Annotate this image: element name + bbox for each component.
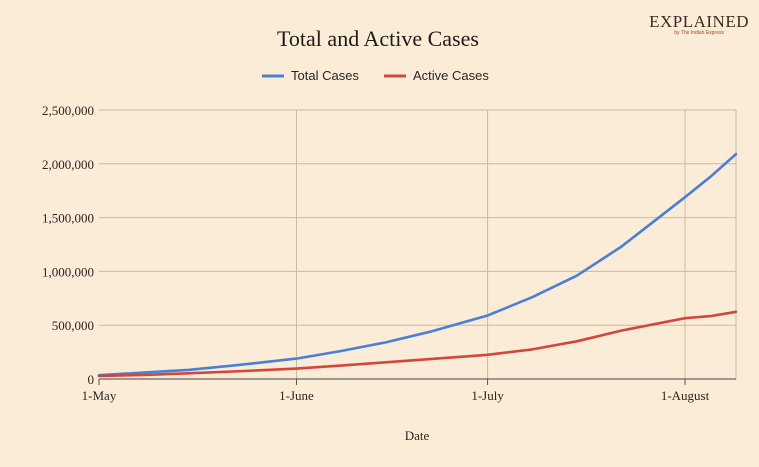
y-tick-label: 2,500,000 [42,103,94,118]
x-axis-label: Date [405,428,430,443]
series-line-total-cases [97,152,738,377]
logo-tagline: by The Indian Express [674,30,724,36]
legend-active-label: Active Cases [413,68,489,83]
series [97,152,738,378]
x-axis-ticks: 1-May 1-June 1-July 1-August [82,379,710,403]
x-tick-label: 1-May [82,388,117,403]
gridlines [99,109,737,379]
x-tick-label: 1-July [471,388,504,403]
x-tick-label: 1-June [279,388,314,403]
chart-title: Total and Active Cases [277,26,479,51]
legend-total-label: Total Cases [291,68,359,83]
y-tick-label: 500,000 [52,318,94,333]
y-tick-label: 2,000,000 [42,157,94,172]
series-line-active-cases [97,310,738,378]
y-axis-ticks: 0 500,000 1,000,000 1,500,000 2,000,000 2,500… [42,103,94,387]
logo-text: EXPLAINED [649,12,749,31]
brand-logo: EXPLAINED by The Indian Express [649,12,749,36]
x-tick-label: 1-August [661,388,710,403]
legend: Total Cases Active Cases [262,68,489,83]
y-tick-label: 0 [88,372,95,387]
y-tick-label: 1,500,000 [42,211,94,226]
y-tick-label: 1,000,000 [42,264,94,279]
